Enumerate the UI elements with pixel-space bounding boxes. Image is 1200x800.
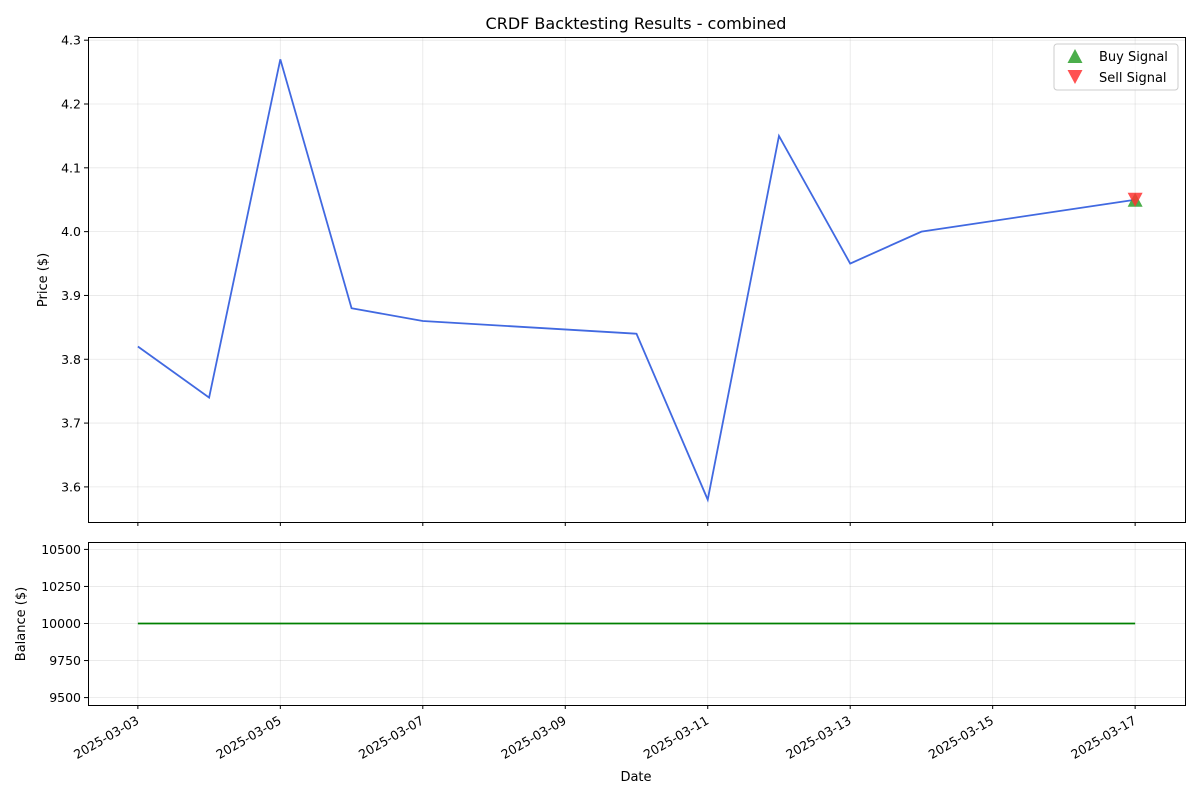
x-tick-label: 2025-03-11: [641, 713, 711, 762]
balance-y-tick-label: 10000: [41, 616, 81, 631]
x-tick-label: 2025-03-09: [498, 713, 568, 762]
price-y-tick-label: 4.2: [61, 97, 81, 112]
price-y-tick-label: 3.7: [61, 416, 81, 431]
x-tick-label: 2025-03-03: [71, 713, 141, 762]
price-panel: 3.6 3.7 3.8 3.9 4.0 4.1 4.2 4.3 Price ($) Buy S…: [36, 33, 1186, 526]
price-y-tick-label: 4.3: [61, 33, 81, 48]
balance-y-tick-label: 10250: [41, 579, 81, 594]
balance-y-tick-label: 9750: [49, 653, 81, 668]
price-y-ticks: 3.6 3.7 3.8 3.9 4.0 4.1 4.2 4.3: [61, 33, 88, 494]
balance-y-tick-label: 9500: [49, 690, 81, 705]
price-y-tick-label: 4.0: [61, 224, 81, 239]
price-y-tick-label: 4.1: [61, 160, 81, 175]
balance-x-ticks: 2025-03-03 2025-03-05 2025-03-07 2025-03-09…: [71, 705, 1139, 762]
legend: Buy Signal Sell Signal: [1053, 43, 1179, 91]
signal-markers: [1127, 192, 1143, 207]
x-tick-label: 2025-03-17: [1068, 713, 1138, 762]
x-tick-label: 2025-03-15: [926, 713, 996, 762]
legend-sell-label: Sell Signal: [1099, 71, 1167, 86]
balance-y-tick-label: 10500: [41, 542, 81, 557]
balance-axes-frame: [88, 542, 1186, 706]
x-axis-label: Date: [620, 770, 651, 785]
legend-sell-marker: [1067, 70, 1083, 84]
price-y-tick-label: 3.9: [61, 288, 81, 303]
price-y-tick-label: 3.6: [61, 479, 81, 494]
price-axes-frame: [88, 37, 1186, 523]
price-y-axis-label: Price ($): [36, 253, 51, 307]
legend-buy-marker: [1067, 49, 1083, 63]
price-series-line: [137, 59, 1136, 503]
legend-buy-label: Buy Signal: [1099, 50, 1168, 65]
x-tick-label: 2025-03-13: [783, 713, 853, 762]
price-chart-title: CRDF Backtesting Results - combined: [486, 14, 787, 33]
price-y-tick-label: 3.8: [61, 352, 81, 367]
balance-y-ticks: 9500 9750 10000 10250 10500: [41, 542, 88, 705]
sell-signal-marker: [1127, 192, 1143, 207]
price-grid: [88, 37, 1185, 522]
x-tick-label: 2025-03-05: [213, 713, 283, 762]
x-tick-label: 2025-03-07: [356, 713, 426, 762]
balance-y-axis-label: Balance ($): [14, 587, 29, 661]
legend-box: [1053, 43, 1179, 91]
